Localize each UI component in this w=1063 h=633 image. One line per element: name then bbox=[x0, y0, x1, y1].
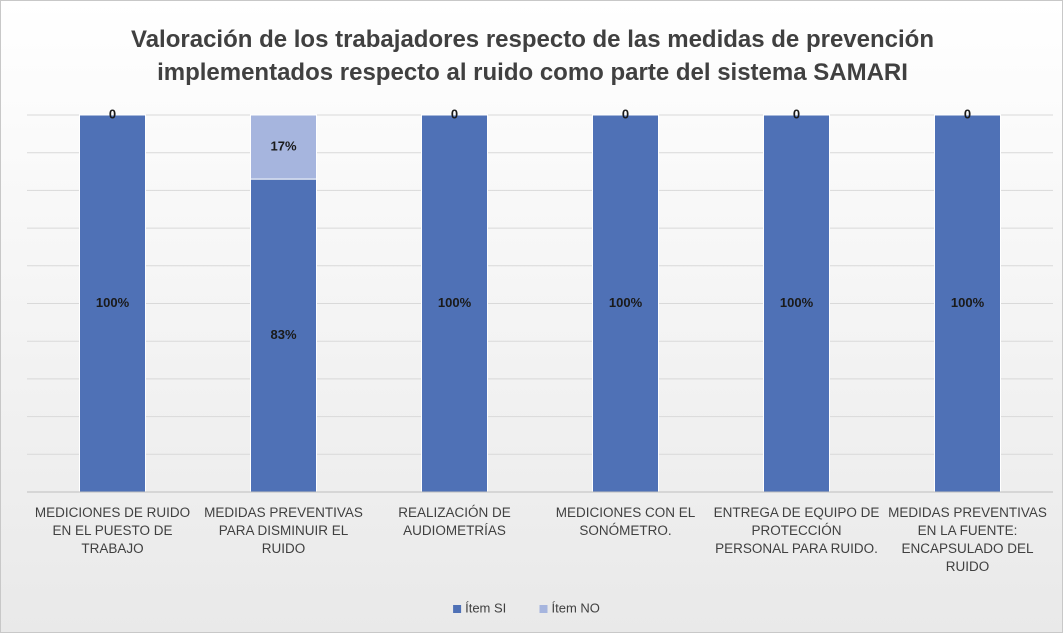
data-label: 17% bbox=[270, 138, 296, 153]
bar-segment bbox=[763, 114, 830, 493]
bar-segment bbox=[79, 114, 146, 493]
data-label: 0 bbox=[451, 106, 458, 121]
data-label: 100% bbox=[951, 295, 985, 310]
data-label: 0 bbox=[109, 106, 116, 121]
x-tick-label: MEDICIONES DE RUIDO EN EL PUESTO DE TRAB… bbox=[34, 505, 191, 556]
x-tick-label: MEDICIONES CON EL SONÓMETRO. bbox=[555, 505, 696, 538]
x-tick-label: MEDIDAS PREVENTIVAS PARA DISMINUIR EL RU… bbox=[204, 505, 363, 556]
chart-title: Valoración de los trabajadores respecto … bbox=[131, 26, 934, 86]
x-tick-label: REALIZACIÓN DE AUDIOMETRÍAS bbox=[398, 505, 511, 538]
bar-segment bbox=[592, 114, 659, 493]
legend-label: Ítem NO bbox=[552, 600, 600, 615]
legend-swatch bbox=[453, 605, 462, 613]
x-tick-label: MEDIDAS PREVENTIVAS EN LA FUENTE: ENCAPS… bbox=[888, 505, 1047, 574]
data-label: 0 bbox=[622, 106, 629, 121]
legend-label: Ítem SI bbox=[465, 600, 506, 615]
bar-segment bbox=[250, 178, 317, 493]
data-label: 100% bbox=[609, 295, 643, 310]
bar-segment bbox=[421, 114, 488, 493]
bar-segment bbox=[250, 114, 317, 180]
data-label: 100% bbox=[438, 295, 472, 310]
data-label: 100% bbox=[96, 295, 130, 310]
data-label: 100% bbox=[780, 295, 814, 310]
x-tick-label: ENTREGA DE EQUIPO DE PROTECCIÓN PERSONAL… bbox=[713, 505, 880, 556]
legend-swatch bbox=[539, 605, 548, 613]
data-label: 0 bbox=[964, 106, 971, 121]
data-label: 0 bbox=[793, 106, 800, 121]
data-label: 83% bbox=[270, 327, 296, 342]
bar-segment bbox=[934, 114, 1001, 493]
